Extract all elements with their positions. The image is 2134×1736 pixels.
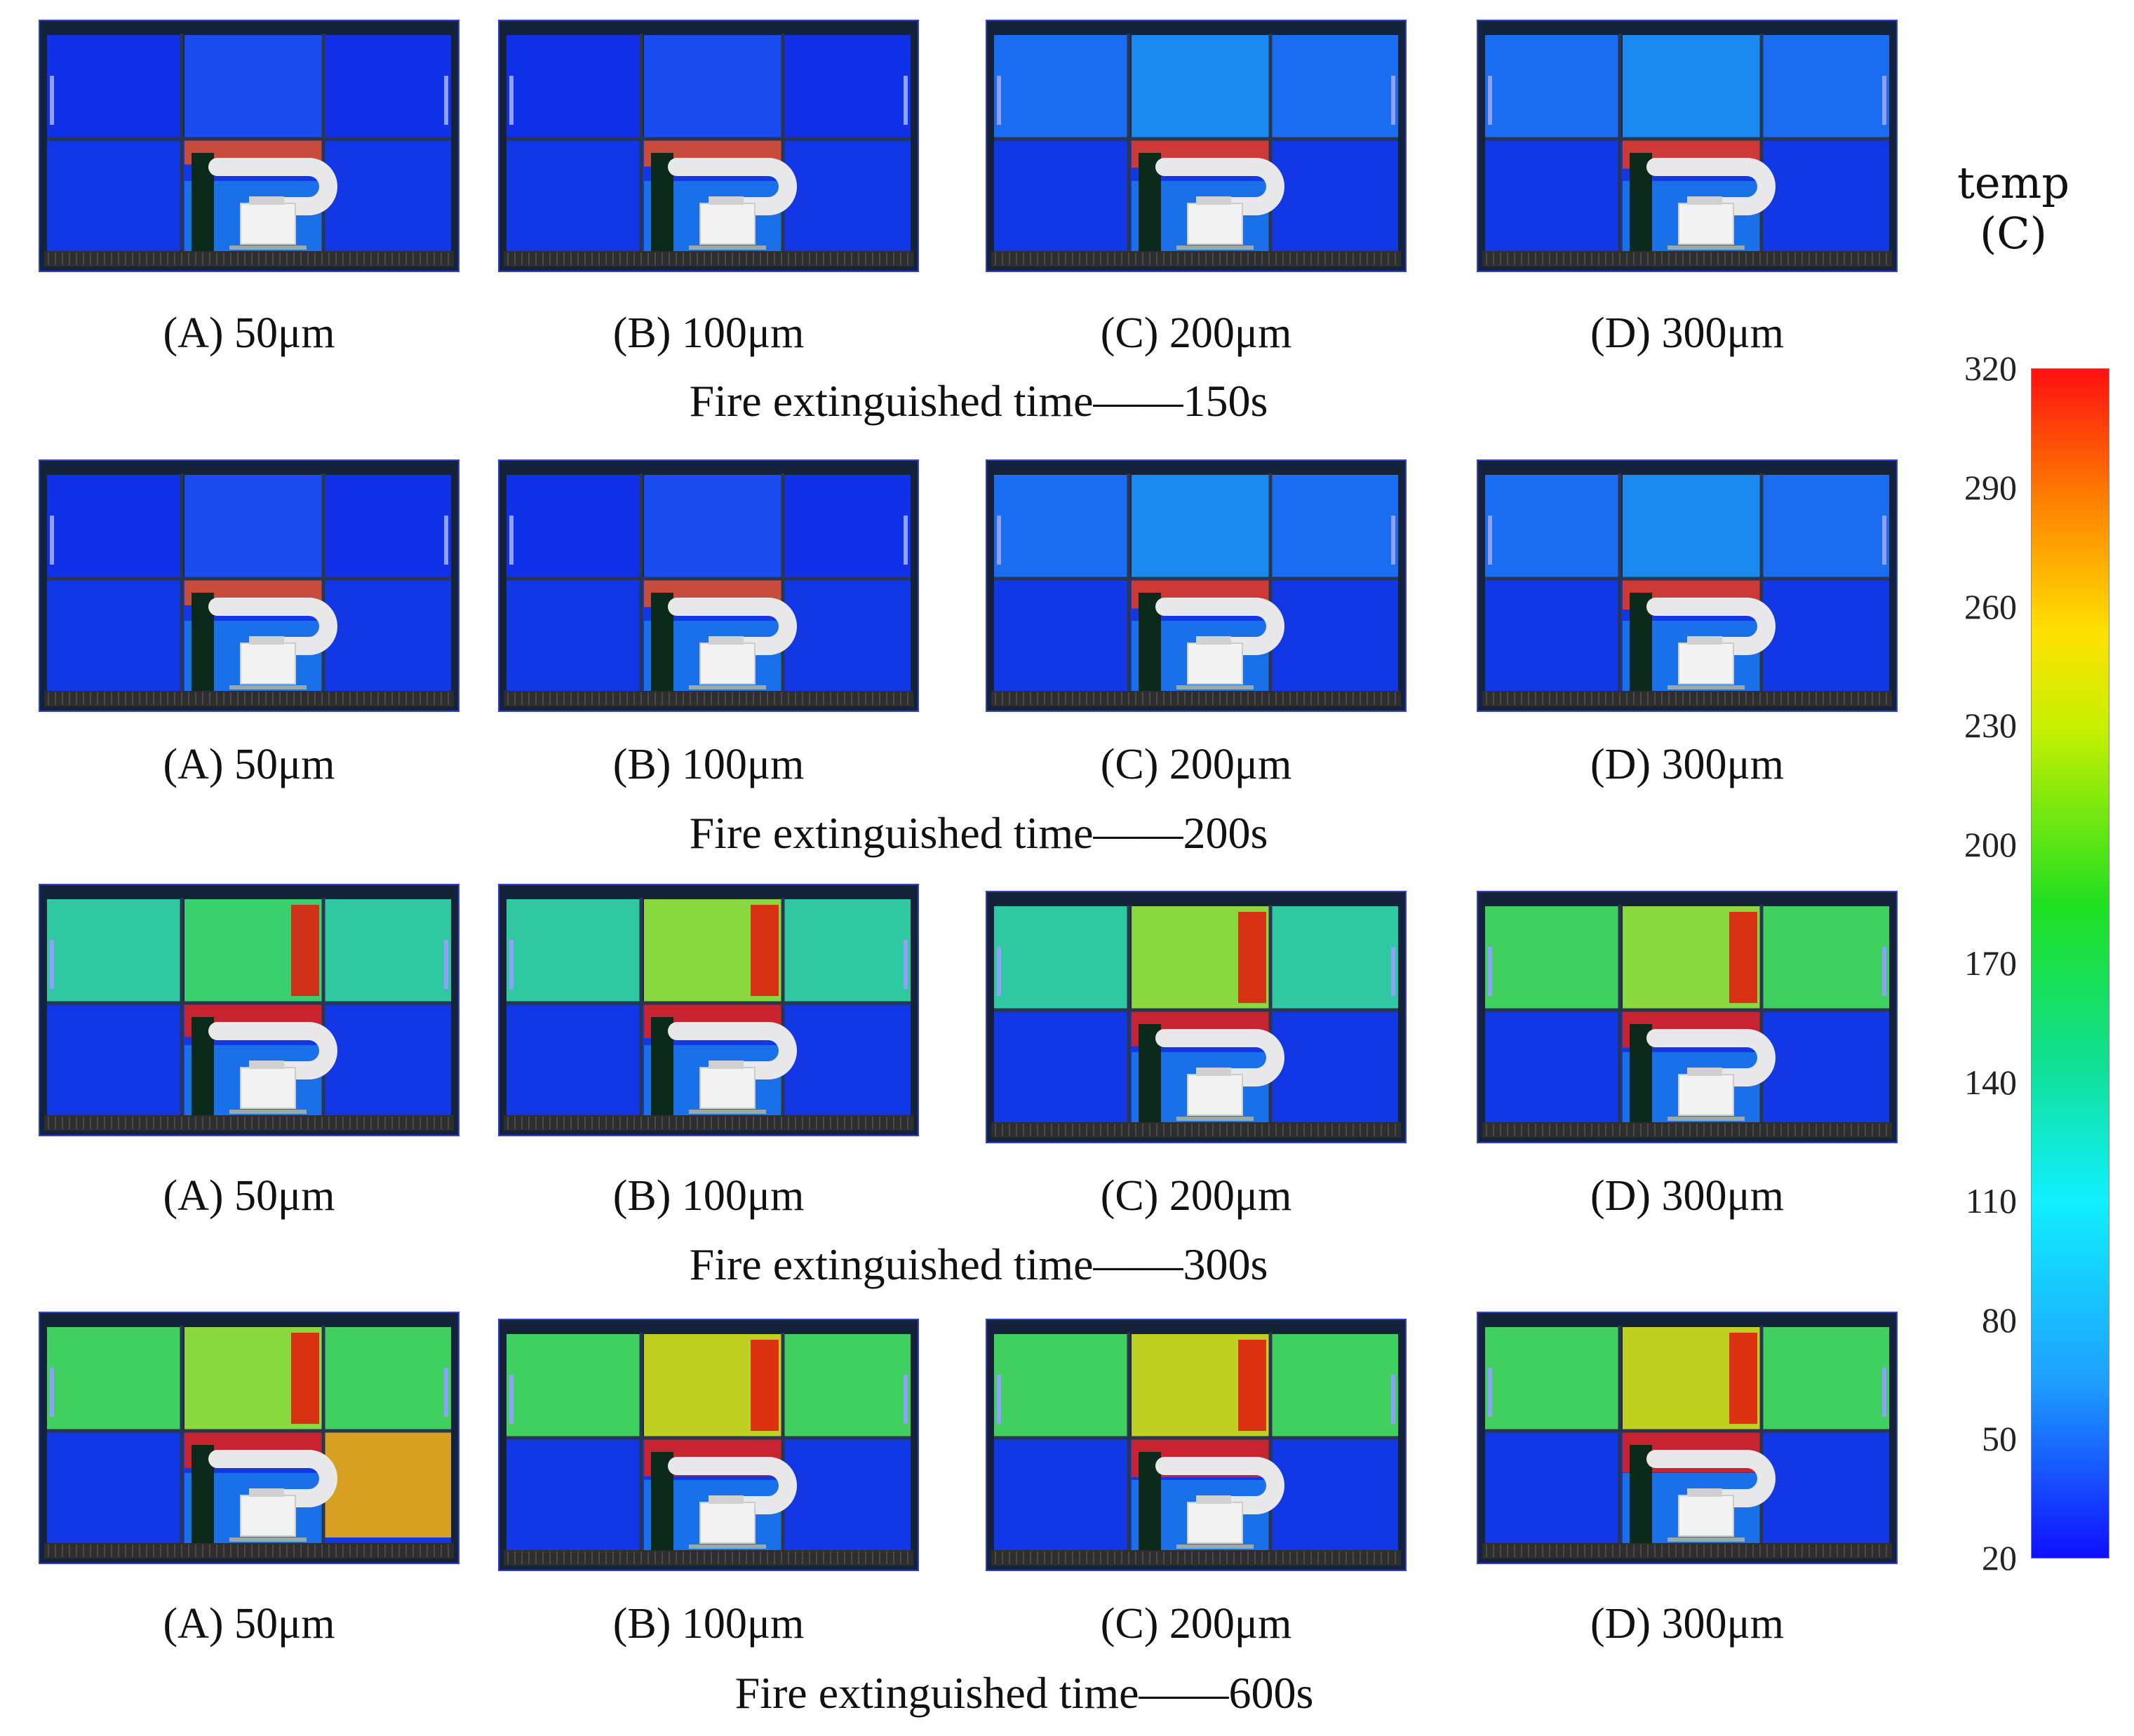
panel-label: (B) 100μm [612, 309, 805, 357]
legend-title: temp (C) [1936, 158, 2091, 259]
row-caption: Fire extinguished time——200s [689, 808, 1268, 858]
legend-title-line1: temp [1957, 157, 2070, 208]
simulation-view [986, 459, 1407, 712]
panel-label: (D) 300μm [1590, 1600, 1785, 1648]
panel-label: (A) 50μm [163, 1172, 335, 1220]
panel-label: (C) 200μm [1100, 741, 1292, 788]
panel-r3-b [498, 884, 919, 1136]
simulation-view [1477, 459, 1898, 712]
legend-tick: 80 [1982, 1300, 2017, 1340]
panel-r2-a [39, 459, 459, 712]
panel-r1-b [498, 20, 919, 272]
simulation-view [498, 1319, 919, 1571]
simulation-view [39, 459, 459, 712]
simulation-view [498, 459, 919, 712]
panel-label: (B) 100μm [612, 1600, 805, 1648]
row-caption: Fire extinguished time——600s [734, 1668, 1314, 1718]
panel-r3-d [1477, 891, 1898, 1143]
panel-r4-b [498, 1319, 919, 1571]
panel-r1-c [986, 20, 1407, 272]
legend-tick: 170 [1964, 943, 2017, 983]
legend-tick: 260 [1964, 587, 2017, 626]
panel-label: (C) 200μm [1100, 309, 1292, 357]
simulation-view [1477, 20, 1898, 272]
simulation-view [1477, 891, 1898, 1143]
panel-label: (B) 100μm [612, 1172, 805, 1220]
panel-label: (D) 300μm [1590, 741, 1785, 788]
panel-label: (D) 300μm [1590, 309, 1785, 357]
panel-label: (A) 50μm [163, 741, 335, 788]
panel-label: (C) 200μm [1100, 1600, 1292, 1648]
panel-r4-d [1477, 1312, 1898, 1564]
row-caption: Fire extinguished time——300s [689, 1239, 1268, 1289]
simulation-view [39, 1312, 459, 1564]
simulation-view [1477, 1312, 1898, 1564]
simulation-view [498, 20, 919, 272]
legend-tick: 200 [1964, 825, 2017, 864]
simulation-view [39, 20, 459, 272]
panel-label: (D) 300μm [1590, 1172, 1785, 1220]
panel-label: (A) 50μm [163, 309, 335, 357]
panel-r3-c [986, 891, 1407, 1143]
legend-tick: 320 [1964, 349, 2017, 388]
panel-label: (B) 100μm [612, 741, 805, 788]
legend-tick: 50 [1982, 1419, 2017, 1458]
legend-tick: 110 [1965, 1181, 2017, 1220]
legend-tick: 20 [1982, 1538, 2017, 1577]
simulation-view [986, 1319, 1407, 1571]
panel-r2-d [1477, 459, 1898, 712]
panel-r4-c [986, 1319, 1407, 1571]
simulation-view [986, 891, 1407, 1143]
panel-r3-a [39, 884, 459, 1136]
row-caption: Fire extinguished time——150s [689, 376, 1268, 426]
temperature-colorbar [2031, 368, 2109, 1559]
simulation-view [498, 884, 919, 1136]
panel-r1-a [39, 20, 459, 272]
legend-tick: 140 [1964, 1063, 2017, 1102]
legend-tick: 230 [1964, 706, 2017, 745]
simulation-view [39, 884, 459, 1136]
legend-title-line2: (C) [1980, 208, 2047, 259]
panel-r2-b [498, 459, 919, 712]
panel-label: (A) 50μm [163, 1600, 335, 1648]
panel-r4-a [39, 1312, 459, 1564]
simulation-view [986, 20, 1407, 272]
panel-r2-c [986, 459, 1407, 712]
legend-tick: 290 [1964, 468, 2017, 507]
panel-label: (C) 200μm [1100, 1172, 1292, 1220]
panel-r1-d [1477, 20, 1898, 272]
